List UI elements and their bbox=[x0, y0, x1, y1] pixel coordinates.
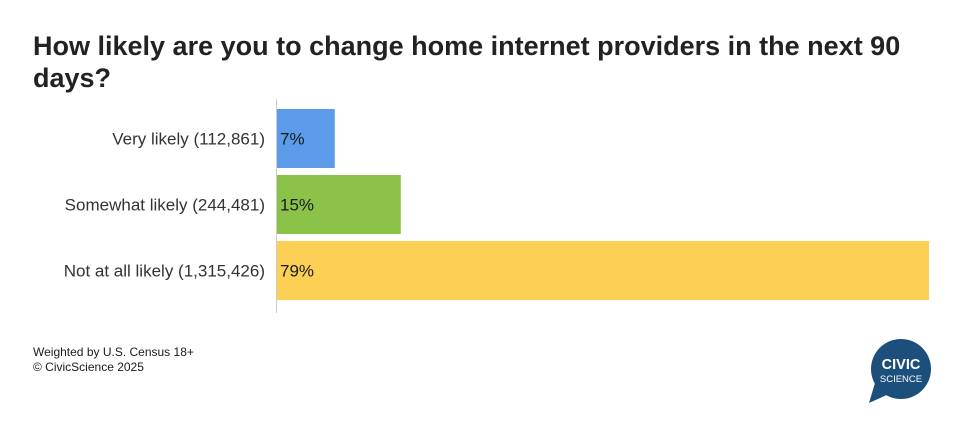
logo-text-science: SCIENCE bbox=[880, 374, 922, 385]
category-label-2: Somewhat likely (244,481) bbox=[65, 196, 265, 215]
footer: Weighted by U.S. Census 18+ © CivicScien… bbox=[33, 345, 194, 375]
category-label-3: Not at all likely (1,315,426) bbox=[64, 262, 265, 281]
value-label-3: 79% bbox=[280, 262, 314, 281]
bar-1 bbox=[277, 109, 335, 168]
copyright-text: © CivicScience 2025 bbox=[33, 360, 144, 374]
bar-chart: Very likely (112,861) 7% Somewhat likely (… bbox=[64, 99, 929, 313]
weighting-note: Weighted by U.S. Census 18+ bbox=[33, 345, 194, 359]
value-label-2: 15% bbox=[280, 196, 314, 215]
chart-title: How likely are you to change home intern… bbox=[33, 31, 901, 93]
civicscience-logo: CIVIC SCIENCE bbox=[869, 339, 931, 403]
category-label-1: Very likely (112,861) bbox=[112, 130, 265, 149]
bars-group: Very likely (112,861) 7% Somewhat likely (… bbox=[64, 109, 929, 300]
value-label-1: 7% bbox=[280, 130, 305, 149]
bar-3 bbox=[277, 241, 929, 300]
logo-text-civic: CIVIC bbox=[882, 357, 921, 373]
bar-2 bbox=[277, 175, 401, 234]
